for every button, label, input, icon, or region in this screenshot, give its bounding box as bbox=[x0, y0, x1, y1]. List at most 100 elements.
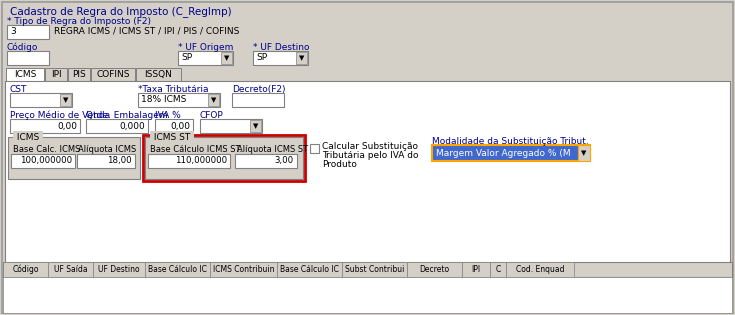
Text: * UF Destino: * UF Destino bbox=[253, 43, 309, 52]
Text: Cod. Enquad: Cod. Enquad bbox=[516, 265, 564, 274]
Bar bbox=[93, 262, 145, 277]
Text: C: C bbox=[495, 265, 501, 274]
Text: Decreto: Decreto bbox=[420, 265, 450, 274]
Bar bbox=[462, 262, 490, 277]
Text: 0,00: 0,00 bbox=[170, 122, 190, 130]
Text: Base Calc. ICMS: Base Calc. ICMS bbox=[13, 145, 80, 154]
Text: Margem Valor Agregado % (M: Margem Valor Agregado % (M bbox=[436, 148, 570, 158]
Text: * Tipo de Regra do Imposto (F2): * Tipo de Regra do Imposto (F2) bbox=[7, 17, 151, 26]
Text: ▼: ▼ bbox=[581, 150, 587, 156]
Text: SP: SP bbox=[181, 54, 192, 62]
Text: REGRA ICMS / ICMS ST / IPI / PIS / COFINS: REGRA ICMS / ICMS ST / IPI / PIS / COFIN… bbox=[54, 27, 240, 36]
Bar bbox=[250, 120, 261, 132]
Bar bbox=[10, 93, 72, 107]
Text: ▼: ▼ bbox=[299, 55, 305, 61]
Text: *Taxa Tributária: *Taxa Tributária bbox=[138, 85, 209, 94]
Text: ▼: ▼ bbox=[224, 55, 229, 61]
Bar bbox=[578, 145, 590, 161]
Text: Decreto(F2): Decreto(F2) bbox=[232, 85, 285, 94]
Text: ▼: ▼ bbox=[211, 97, 217, 103]
Text: Calcular Substituição: Calcular Substituição bbox=[322, 142, 418, 151]
Bar bbox=[148, 154, 230, 168]
Bar bbox=[60, 94, 71, 106]
Bar bbox=[490, 262, 506, 277]
Text: 100,000000: 100,000000 bbox=[20, 157, 72, 165]
Text: ▼: ▼ bbox=[63, 97, 68, 103]
Text: ICMS: ICMS bbox=[14, 133, 42, 141]
Bar bbox=[3, 262, 732, 277]
Text: ICMS Contribuin: ICMS Contribuin bbox=[212, 265, 274, 274]
Text: Alíquota ICMS: Alíquota ICMS bbox=[78, 145, 136, 154]
Text: UF Destino: UF Destino bbox=[98, 265, 140, 274]
Bar bbox=[68, 68, 90, 81]
Text: ▼: ▼ bbox=[254, 123, 259, 129]
Bar bbox=[10, 119, 80, 133]
Text: UF Saída: UF Saída bbox=[54, 265, 87, 274]
Bar bbox=[145, 137, 303, 179]
Text: Base Cálculo ICMS ST.: Base Cálculo ICMS ST. bbox=[150, 145, 242, 154]
Bar bbox=[77, 154, 135, 168]
Bar bbox=[86, 119, 148, 133]
Text: 0,00: 0,00 bbox=[57, 122, 77, 130]
Bar bbox=[235, 154, 297, 168]
Text: ISSQN: ISSQN bbox=[145, 70, 173, 79]
Text: Preço Médio de Venda: Preço Médio de Venda bbox=[10, 111, 110, 121]
Bar bbox=[143, 135, 305, 181]
Text: Modalidade da Substituição Tribut.: Modalidade da Substituição Tribut. bbox=[432, 137, 589, 146]
Bar bbox=[3, 262, 48, 277]
Bar bbox=[296, 52, 307, 64]
Text: Cadastro de Regra do Imposto (C_RegImp): Cadastro de Regra do Imposto (C_RegImp) bbox=[10, 6, 232, 17]
Text: Base Cálculo IC: Base Cálculo IC bbox=[280, 265, 339, 274]
Bar bbox=[277, 262, 342, 277]
Bar bbox=[407, 262, 462, 277]
Text: Produto: Produto bbox=[322, 160, 357, 169]
Text: COFINS: COFINS bbox=[96, 70, 130, 79]
Text: IPI: IPI bbox=[51, 70, 61, 79]
Bar bbox=[91, 68, 135, 81]
Bar bbox=[221, 52, 232, 64]
Text: 18% ICMS: 18% ICMS bbox=[141, 95, 187, 105]
Bar bbox=[310, 144, 319, 153]
Bar bbox=[200, 119, 262, 133]
Bar bbox=[342, 262, 407, 277]
Text: 110,000000: 110,000000 bbox=[175, 157, 227, 165]
Bar bbox=[210, 262, 277, 277]
Text: PIS: PIS bbox=[72, 70, 86, 79]
Text: 18,00: 18,00 bbox=[107, 157, 132, 165]
Text: ICMS: ICMS bbox=[14, 70, 36, 79]
Text: Qtde. Embalagem: Qtde. Embalagem bbox=[86, 111, 168, 120]
Text: ICMS ST: ICMS ST bbox=[151, 133, 193, 141]
Text: Alíquota ICMS ST: Alíquota ICMS ST bbox=[237, 145, 308, 154]
Bar bbox=[155, 119, 193, 133]
Text: Base Cálculo IC: Base Cálculo IC bbox=[148, 265, 207, 274]
Bar bbox=[432, 145, 590, 161]
Text: 3: 3 bbox=[10, 27, 15, 37]
Bar bbox=[8, 137, 140, 179]
Bar bbox=[45, 68, 67, 81]
Bar bbox=[145, 262, 210, 277]
Bar bbox=[253, 51, 308, 65]
Text: Código: Código bbox=[7, 43, 38, 53]
Bar bbox=[208, 94, 219, 106]
Text: CFOP: CFOP bbox=[200, 111, 223, 120]
Text: SP: SP bbox=[256, 54, 267, 62]
Bar bbox=[506, 262, 574, 277]
Bar bbox=[11, 154, 75, 168]
Bar bbox=[5, 81, 730, 266]
Bar bbox=[3, 277, 732, 313]
Text: IPI: IPI bbox=[471, 265, 481, 274]
Bar bbox=[48, 262, 93, 277]
Text: IVA %: IVA % bbox=[155, 111, 181, 120]
Text: Tributária pelo IVA do: Tributária pelo IVA do bbox=[322, 151, 418, 160]
Text: Subst Contribui: Subst Contribui bbox=[345, 265, 404, 274]
Bar bbox=[178, 51, 233, 65]
Bar bbox=[6, 68, 44, 81]
Text: CST: CST bbox=[10, 85, 27, 94]
Text: 0,000: 0,000 bbox=[119, 122, 145, 130]
Text: Código: Código bbox=[12, 265, 39, 274]
Bar bbox=[7, 51, 49, 65]
Bar bbox=[136, 68, 181, 81]
Text: 3,00: 3,00 bbox=[275, 157, 294, 165]
Bar bbox=[232, 93, 284, 107]
Bar bbox=[138, 93, 220, 107]
